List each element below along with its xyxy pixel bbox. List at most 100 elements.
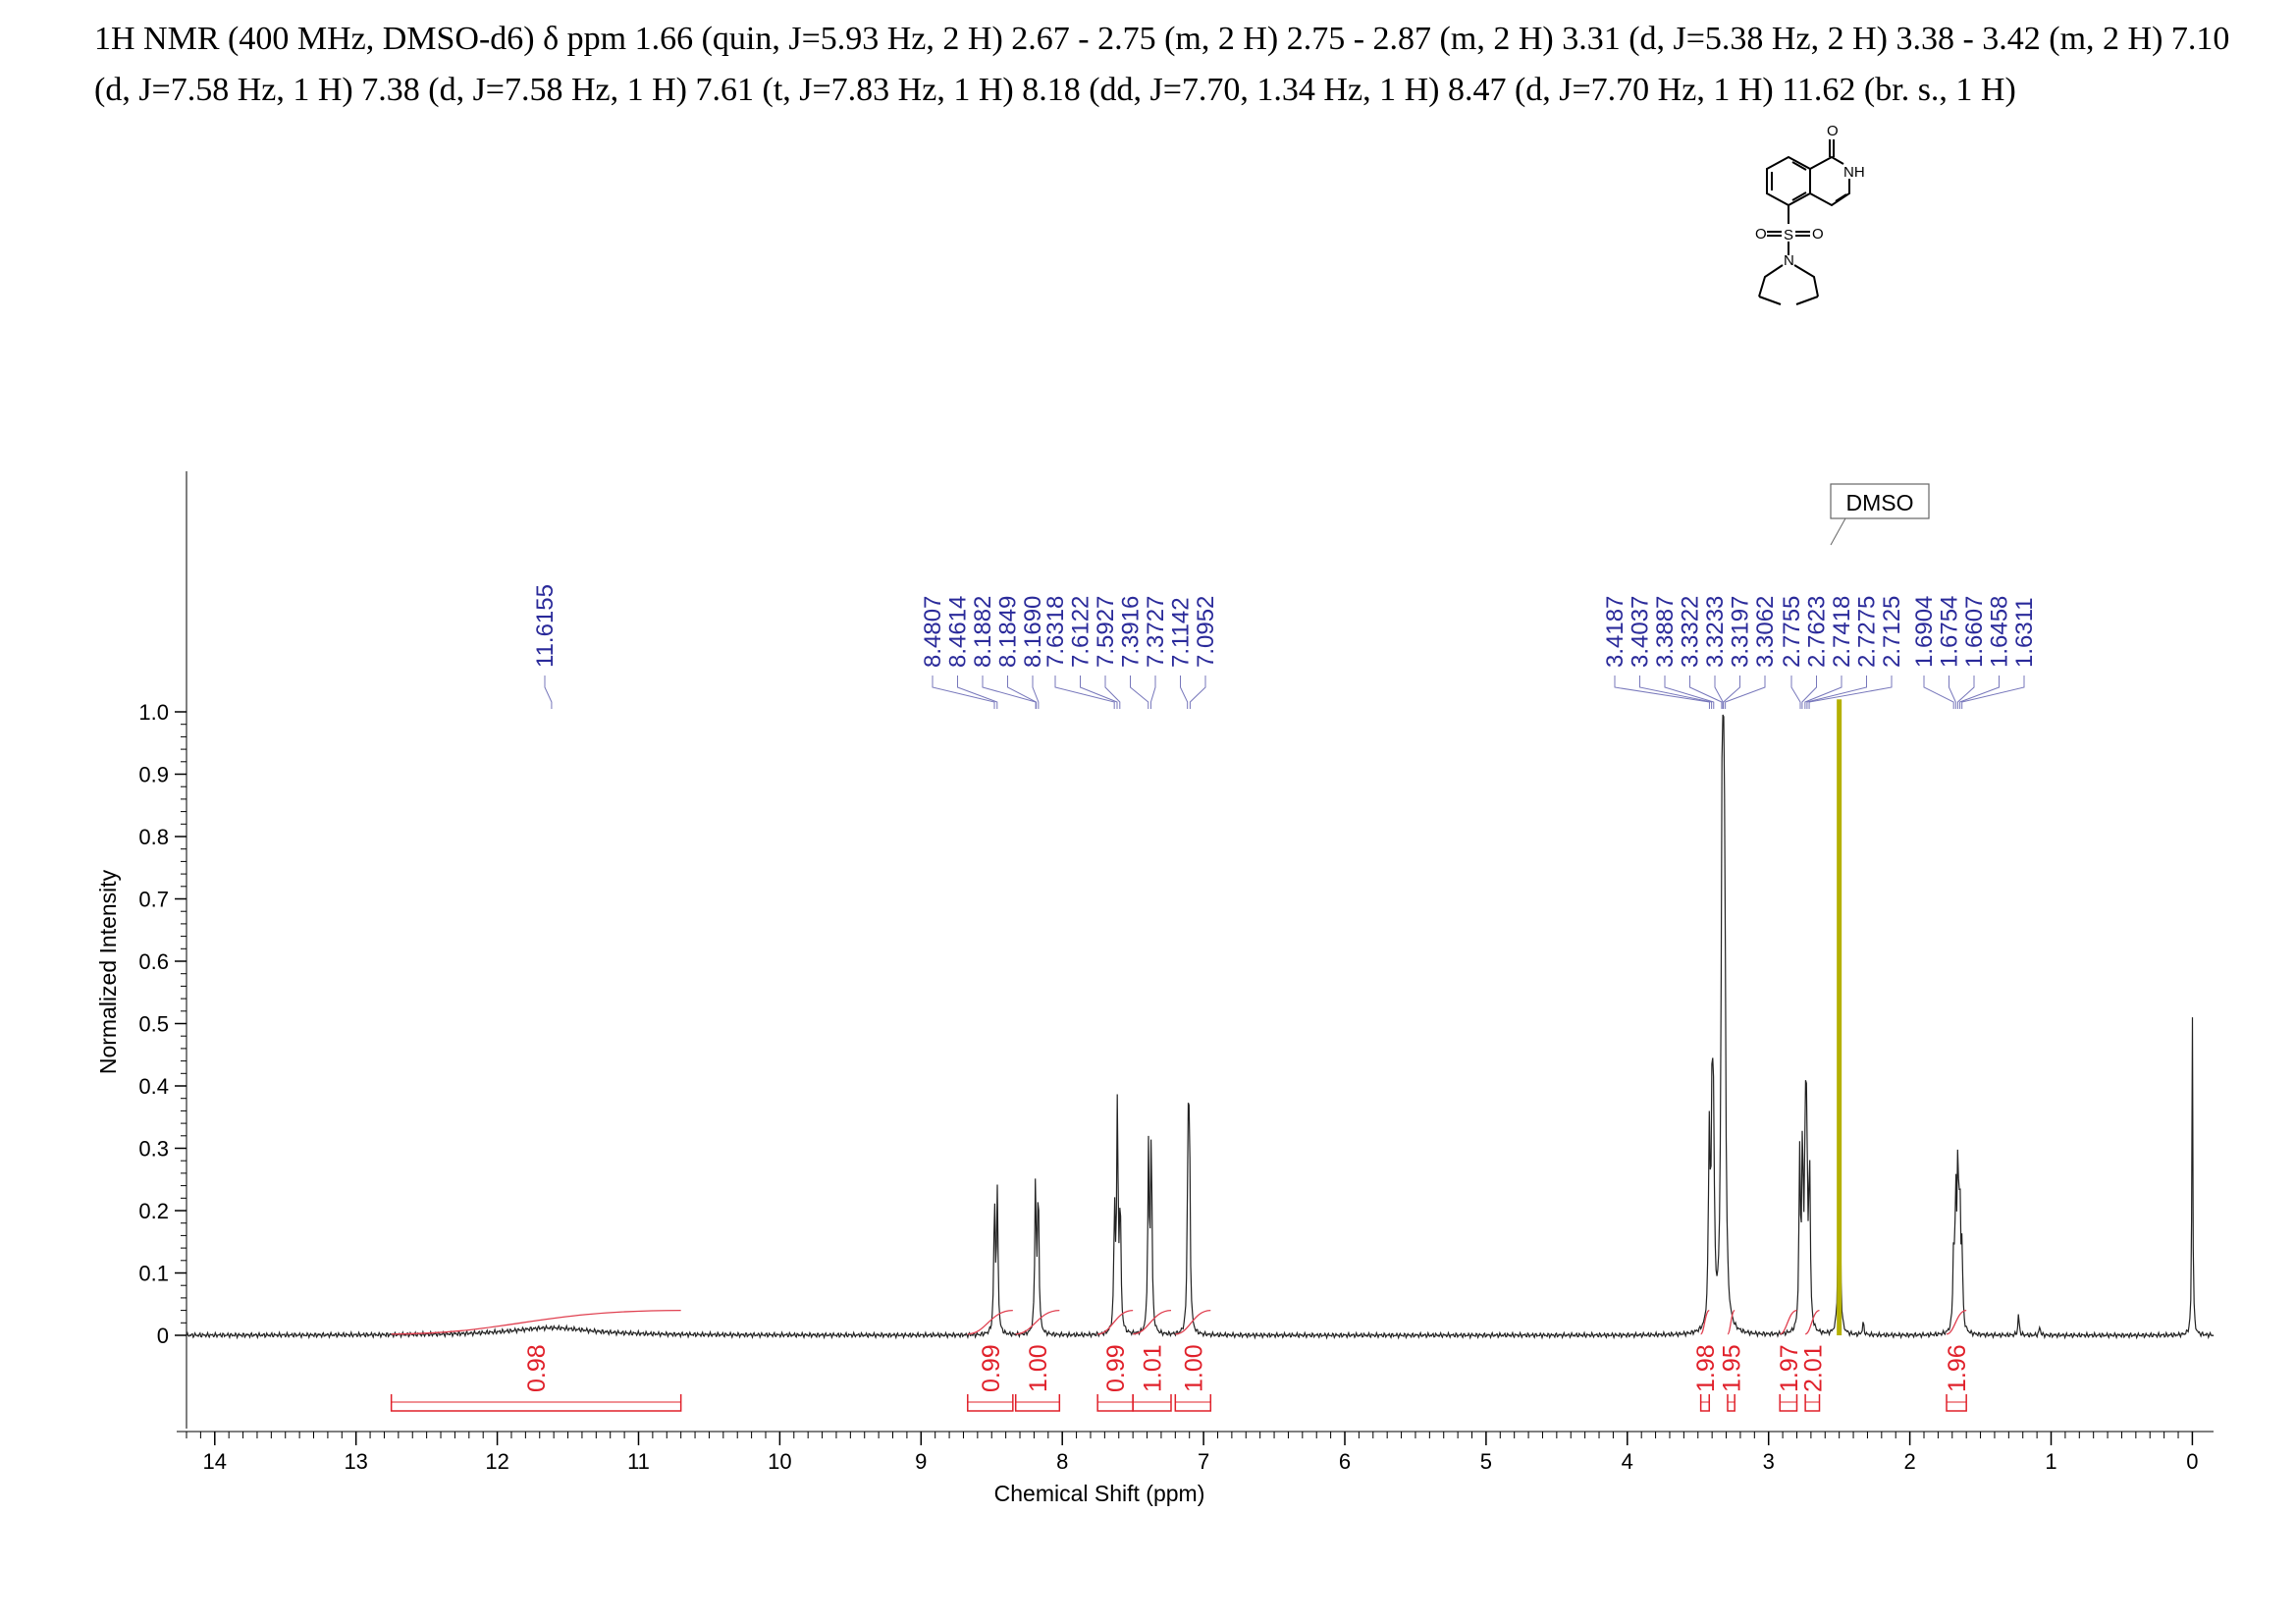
integral-curve: [1097, 1309, 1134, 1335]
molecule-atom-s: S: [1784, 227, 1793, 243]
y-tick-label: 0.1: [138, 1262, 169, 1286]
peak-label: 8.1849: [995, 596, 1022, 668]
molecule-atom-nh: NH: [1843, 164, 1865, 181]
peak-label: 7.1142: [1168, 597, 1195, 668]
y-tick-label: 0.4: [138, 1074, 169, 1099]
peak-label-connector: [1790, 676, 1801, 709]
peak-label-connector: [1956, 676, 1975, 709]
integral-value-label: 0.98: [523, 1344, 551, 1392]
peak-label: 1.6458: [1987, 596, 2013, 668]
integral-value-label: 1.96: [1944, 1344, 1971, 1392]
x-tick-label: 3: [1763, 1449, 1775, 1474]
peak-label: 7.3727: [1143, 596, 1169, 668]
peak-label-connector: [1614, 676, 1710, 709]
y-axis-label: Normalized Intensity: [95, 869, 121, 1074]
x-tick-label: 7: [1198, 1449, 1209, 1474]
integral-value-label: 1.98: [1692, 1344, 1720, 1392]
peak-label-connector: [1007, 676, 1038, 709]
peak-label: 2.7275: [1854, 596, 1881, 668]
y-tick-label: 0: [157, 1324, 169, 1348]
integral-curve: [1804, 1309, 1820, 1335]
integral-curve: [967, 1309, 1013, 1335]
peak-label-connector: [1130, 676, 1149, 709]
peak-label-connector: [1104, 676, 1121, 709]
x-tick-label: 6: [1339, 1449, 1351, 1474]
integral-curve: [1015, 1309, 1060, 1335]
peak-label: 2.7418: [1829, 596, 1855, 668]
peak-label-connector: [1961, 676, 2025, 709]
x-tick-label: 2: [1903, 1449, 1915, 1474]
peak-label-connector: [1723, 676, 1740, 709]
peak-label: 1.6607: [1961, 596, 1988, 668]
spectrum-trace: [186, 714, 2215, 1340]
integral-curve: [1779, 1309, 1797, 1335]
peak-label: 8.4807: [920, 596, 946, 668]
peak-label: 7.6122: [1068, 596, 1095, 668]
integral-curve: [1727, 1309, 1735, 1335]
peak-label: 8.1690: [1020, 596, 1046, 668]
peak-label-connector: [1725, 676, 1766, 709]
peak-label-connector: [1806, 676, 1867, 709]
y-tick-label: 0.5: [138, 1012, 169, 1037]
y-tick-label: 0.9: [138, 763, 169, 787]
peak-label-connector: [982, 676, 1037, 709]
peak-label: 3.3887: [1652, 596, 1679, 668]
peak-label-connector: [1639, 676, 1713, 709]
peak-label-connector: [1808, 676, 1893, 709]
peak-label: 2.7755: [1779, 596, 1805, 668]
peak-label-connector: [1714, 676, 1724, 709]
integral-value-label: 0.99: [978, 1344, 1005, 1392]
peak-label-connector: [1080, 676, 1118, 709]
x-tick-label: 10: [768, 1449, 791, 1474]
peak-label: 1.6754: [1937, 596, 1963, 668]
integral-curve: [1699, 1309, 1710, 1335]
peak-label: 1.6904: [1911, 596, 1938, 668]
peak-label-connector: [1032, 676, 1040, 709]
dmso-callout-label: DMSO: [1846, 490, 1914, 515]
y-tick-label: 0.8: [138, 825, 169, 849]
peak-label-connector: [1949, 676, 1956, 709]
integral-value-label: 2.01: [1799, 1344, 1827, 1392]
peak-label-connector: [1804, 676, 1842, 709]
y-tick-label: 0.7: [138, 888, 169, 912]
x-tick-label: 0: [2186, 1449, 2198, 1474]
integral-curve: [391, 1309, 681, 1335]
peak-label: 7.5927: [1093, 596, 1119, 668]
peak-label: 3.4187: [1602, 596, 1629, 668]
x-axis-label: Chemical Shift (ppm): [994, 1481, 1205, 1506]
peak-label: 3.3233: [1702, 596, 1729, 668]
molecule-atom-o: O: [1827, 123, 1839, 139]
molecule-atom-o-left: O: [1755, 226, 1767, 243]
peak-label-connector: [1689, 676, 1723, 709]
molecule-atom-n: N: [1784, 252, 1794, 269]
molecule-structure: O NH S O O N: [1755, 123, 1865, 305]
x-tick-label: 12: [485, 1449, 508, 1474]
y-tick-label: 0.2: [138, 1199, 169, 1223]
nmr-description: 1H NMR (400 MHz, DMSO-d6) δ ppm 1.66 (qu…: [94, 14, 2234, 116]
x-tick-label: 14: [203, 1449, 227, 1474]
integral-curve: [1946, 1309, 1967, 1335]
dmso-callout-pointer: [1830, 517, 1846, 546]
integral-value-label: 0.99: [1102, 1344, 1130, 1392]
x-tick-label: 11: [627, 1449, 650, 1474]
peak-label-connector: [1149, 676, 1156, 709]
peak-label: 8.1882: [970, 596, 996, 668]
peak-label: 7.0952: [1193, 596, 1219, 668]
nmr-description-line-2: (d, J=7.58 Hz, 1 H) 7.38 (d, J=7.58 Hz, …: [94, 72, 2016, 108]
peak-label: 3.3062: [1752, 596, 1779, 668]
dmso-callout-box: [1830, 483, 1930, 519]
integral-value-label: 1.01: [1140, 1344, 1167, 1392]
peak-label-connector: [1054, 676, 1115, 709]
peak-label-connector: [1959, 676, 2000, 709]
peak-label-connector: [544, 676, 553, 709]
peak-label: 1.6311: [2011, 597, 2038, 668]
x-tick-label: 1: [2045, 1449, 2056, 1474]
peak-label: 11.6155: [532, 584, 559, 668]
integral-value-label: 1.95: [1719, 1344, 1746, 1392]
peak-label: 8.4614: [945, 596, 972, 668]
x-tick-label: 5: [1480, 1449, 1492, 1474]
integral-value-label: 1.97: [1776, 1344, 1803, 1392]
nmr-description-line-1: 1H NMR (400 MHz, DMSO-d6) δ ppm 1.66 (qu…: [94, 21, 2230, 57]
y-tick-label: 0.6: [138, 949, 169, 974]
peak-label-connector: [957, 676, 998, 709]
